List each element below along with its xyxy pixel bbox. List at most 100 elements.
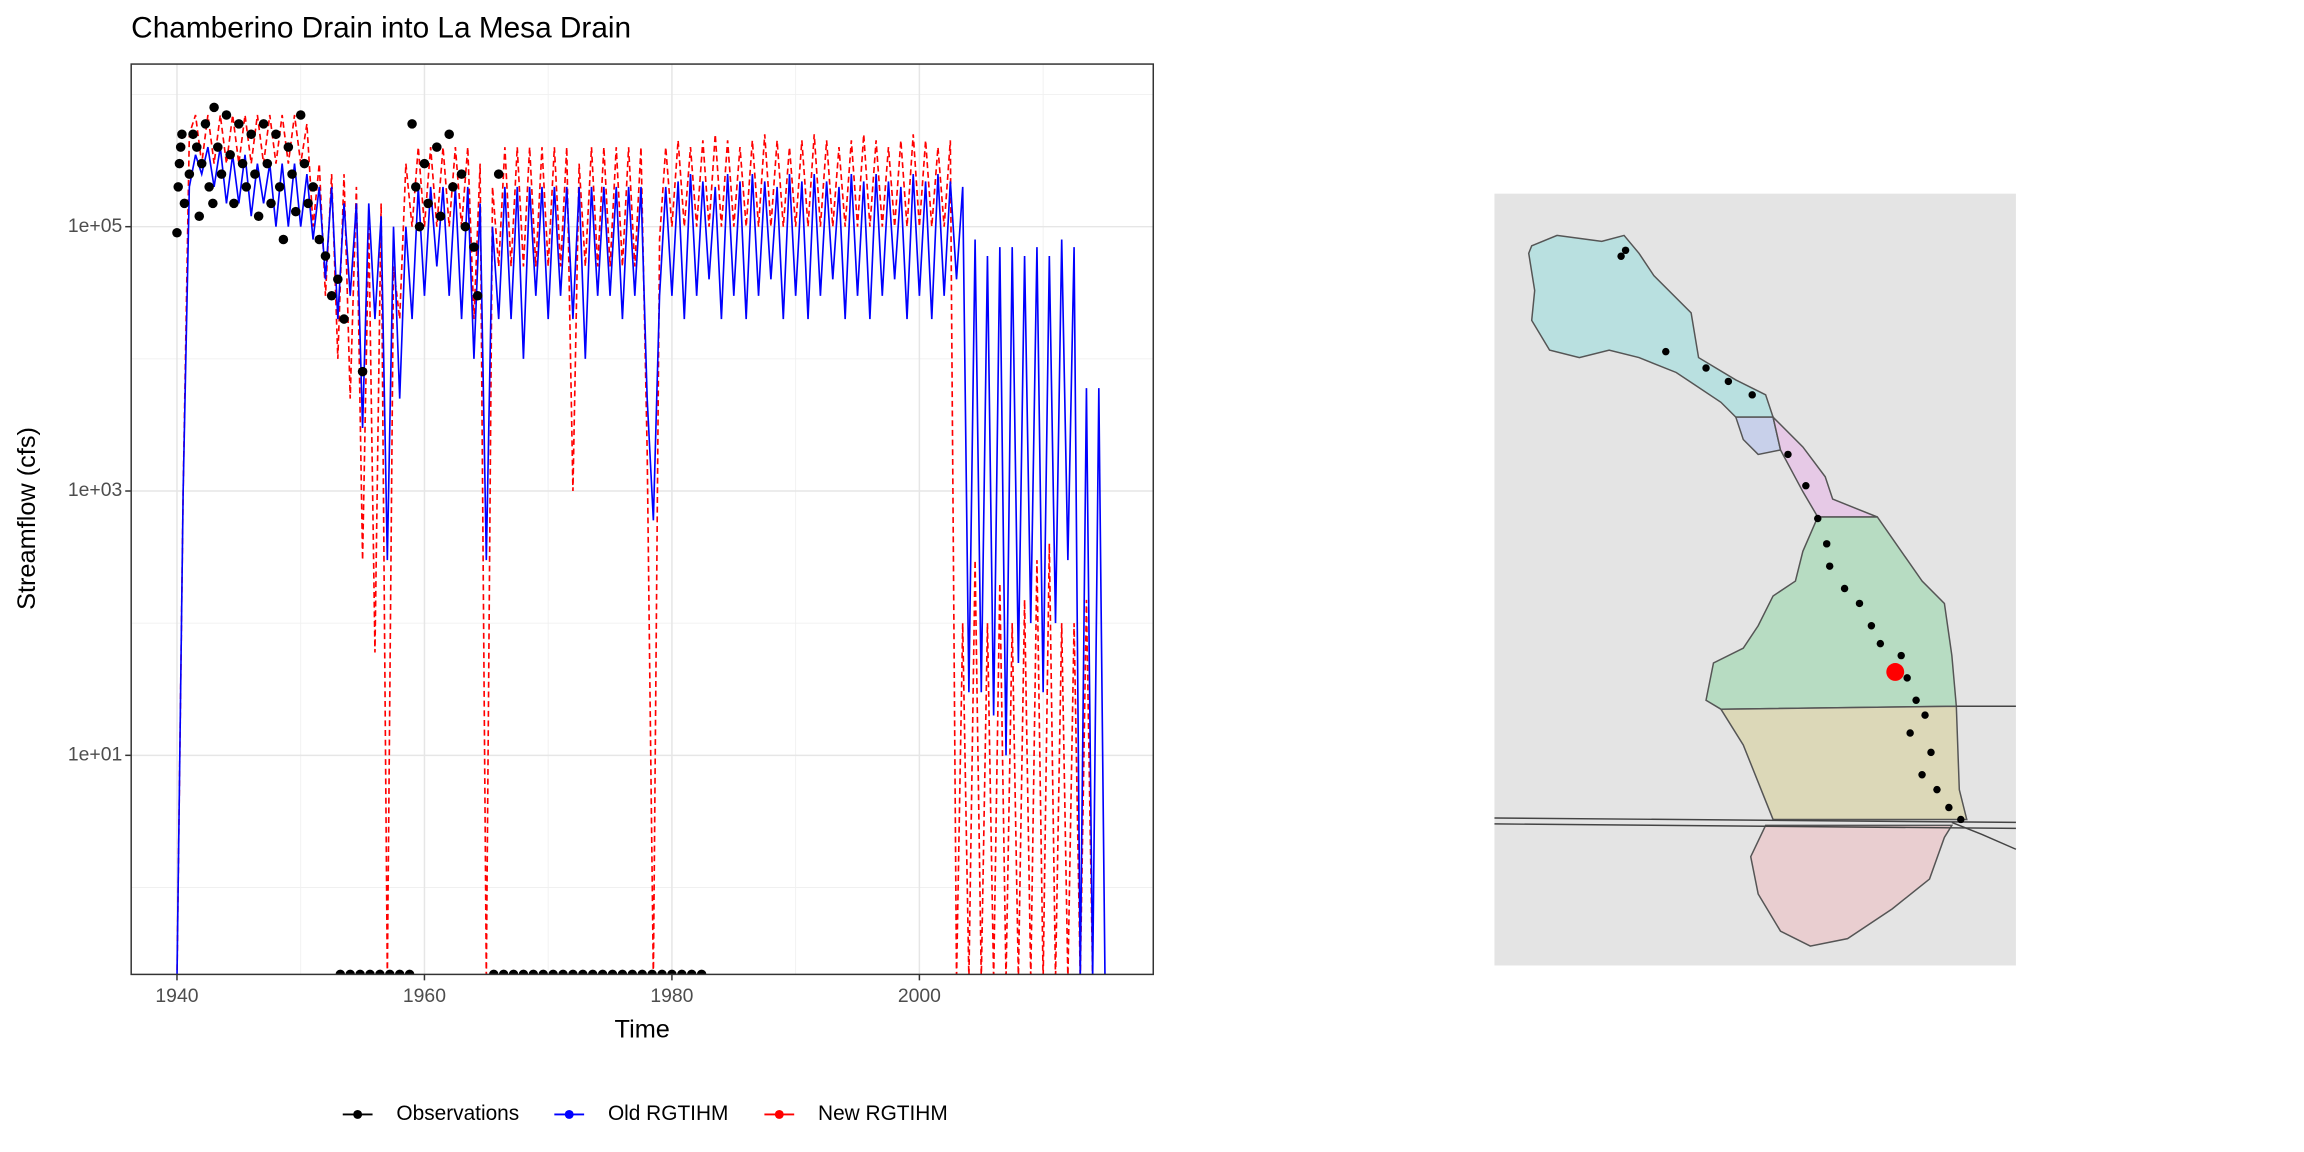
observation-point — [375, 969, 385, 975]
observation-point — [469, 242, 479, 252]
x-tick-label: 1980 — [650, 985, 693, 1007]
site — [1918, 771, 1926, 779]
y-axis-title: Streamflow (cfs) — [13, 427, 41, 610]
observation-point — [188, 129, 198, 140]
legend-label: New RGTIHM — [818, 1102, 948, 1125]
observation-point — [229, 198, 239, 209]
observation-point — [404, 969, 415, 975]
observation-point — [295, 110, 306, 120]
observation-point — [355, 969, 365, 975]
x-tick-label: 1940 — [155, 985, 198, 1007]
plot-marks — [172, 102, 1106, 975]
observation-point — [488, 969, 499, 975]
observation-point — [456, 169, 467, 179]
observation-point — [221, 110, 232, 120]
legend-item: Observations — [342, 1102, 519, 1125]
observation-point — [308, 182, 318, 192]
observation-point — [287, 169, 297, 179]
observation-point — [498, 969, 509, 975]
map-lines — [1494, 705, 2017, 850]
observation-point — [213, 142, 223, 152]
observation-point — [196, 158, 207, 169]
site — [1662, 347, 1670, 356]
observation-point — [192, 142, 202, 152]
legend-label: Old RGTIHM — [608, 1102, 728, 1125]
legend-dot — [774, 1109, 784, 1119]
site — [1897, 651, 1905, 660]
site — [1802, 481, 1810, 490]
x-tick-label: 1960 — [403, 985, 446, 1007]
observation-point — [627, 969, 638, 975]
observation-point — [394, 969, 405, 975]
site — [1906, 729, 1914, 737]
observation-point — [241, 182, 252, 192]
observation-point — [493, 169, 504, 179]
site — [1855, 599, 1864, 608]
observation-point — [696, 969, 707, 975]
observation-point — [538, 969, 549, 975]
observation-point — [518, 969, 529, 975]
observation-point — [333, 274, 343, 285]
observation-point — [419, 158, 430, 169]
series-line — [176, 114, 1094, 975]
site — [1784, 450, 1792, 459]
legend-item: Old RGTIHM — [554, 1102, 728, 1125]
observation-point — [597, 969, 608, 975]
y-tick-label: 1e+01 — [68, 743, 122, 765]
observation-point — [508, 969, 519, 975]
region — [1734, 416, 1782, 456]
site — [1903, 674, 1911, 682]
legend-dot — [353, 1109, 363, 1119]
observation-point — [414, 221, 425, 232]
observation-point — [607, 969, 618, 975]
site — [1814, 514, 1822, 523]
observation-point — [407, 119, 417, 129]
legend-item: New RGTIHM — [764, 1102, 948, 1125]
observation-point — [657, 969, 667, 975]
observation-point — [548, 969, 558, 975]
boundary — [1951, 821, 2017, 850]
observation-point — [568, 969, 578, 975]
observation-point — [278, 234, 289, 245]
legend-label: Observations — [396, 1102, 519, 1125]
observation-point — [339, 314, 349, 324]
observation-point — [216, 169, 227, 179]
site — [1621, 246, 1630, 255]
observation-point — [587, 969, 598, 975]
observation-point — [283, 142, 294, 152]
map — [1494, 193, 2017, 966]
site — [1945, 803, 1953, 812]
observation-point — [617, 969, 628, 975]
map-points — [1617, 246, 1965, 824]
site — [1933, 785, 1941, 794]
observation-point — [460, 221, 471, 232]
region — [1749, 824, 1954, 947]
observation-point — [385, 969, 395, 975]
selected-site — [1886, 663, 1905, 681]
observation-point — [314, 234, 325, 245]
observation-point — [667, 969, 677, 975]
observation-point — [253, 211, 264, 221]
region — [1705, 516, 1958, 710]
legend-dot — [564, 1109, 574, 1119]
observation-point — [208, 198, 218, 209]
observation-point — [299, 158, 310, 169]
observation-point — [365, 969, 375, 975]
observation-point — [326, 291, 337, 301]
y-tick-label: 1e+05 — [68, 215, 122, 237]
observation-point — [303, 198, 313, 209]
observation-point — [558, 969, 568, 975]
observation-point — [174, 158, 185, 169]
site — [1748, 391, 1756, 399]
site — [1957, 815, 1965, 824]
observation-point — [432, 142, 442, 152]
observation-point — [448, 182, 458, 192]
observation-point — [357, 366, 368, 377]
x-axis-title: Time — [615, 1016, 670, 1044]
observation-point — [274, 182, 285, 192]
site — [1724, 377, 1733, 386]
observation-point — [578, 969, 588, 975]
observation-point — [172, 227, 182, 238]
observation-point — [246, 129, 256, 140]
